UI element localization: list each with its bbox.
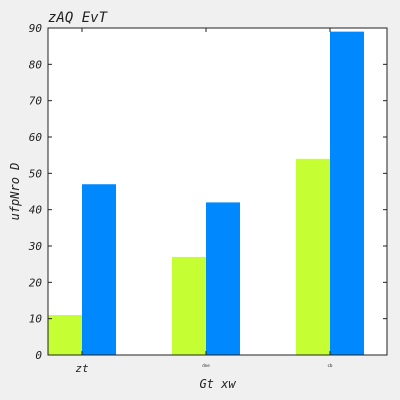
y-tick-label-90: 90 (29, 22, 43, 35)
plot-frame (47, 27, 388, 356)
x-axis-ticks: zt dne cb (75, 28, 333, 375)
y-axis-ticks: 0 10 20 30 40 50 60 70 80 90 (28, 22, 387, 362)
y-tick-label-50: 50 (29, 167, 43, 180)
bar-series2-zt (82, 184, 116, 355)
bar-series1-cb (296, 158, 330, 355)
y-tick-label-30: 30 (28, 240, 43, 253)
y-tick-label-60: 60 (29, 131, 43, 144)
y-tick-label-70: 70 (29, 95, 43, 108)
x-tick-label-cb: cb (328, 363, 333, 368)
chart-title: zAQ EvT (48, 10, 109, 26)
y-tick-label-0: 0 (35, 349, 42, 362)
bar-series2-dne (206, 202, 240, 355)
y-tick-label-20: 20 (29, 276, 43, 289)
y-tick-label-40: 40 (29, 204, 43, 217)
y-axis-label: ufpNro D (8, 163, 22, 221)
x-tick-label-dne: dne (202, 363, 210, 368)
bar-series1-dne (172, 256, 206, 355)
bar-series2-cb (330, 31, 364, 356)
bar-series1-zt (48, 315, 82, 355)
y-tick-label-10: 10 (29, 313, 43, 326)
bars-group (48, 31, 364, 356)
x-axis-label: Gt xw (199, 377, 236, 391)
x-tick-label-zt: zt (75, 362, 89, 375)
y-tick-label-80: 80 (29, 58, 43, 71)
